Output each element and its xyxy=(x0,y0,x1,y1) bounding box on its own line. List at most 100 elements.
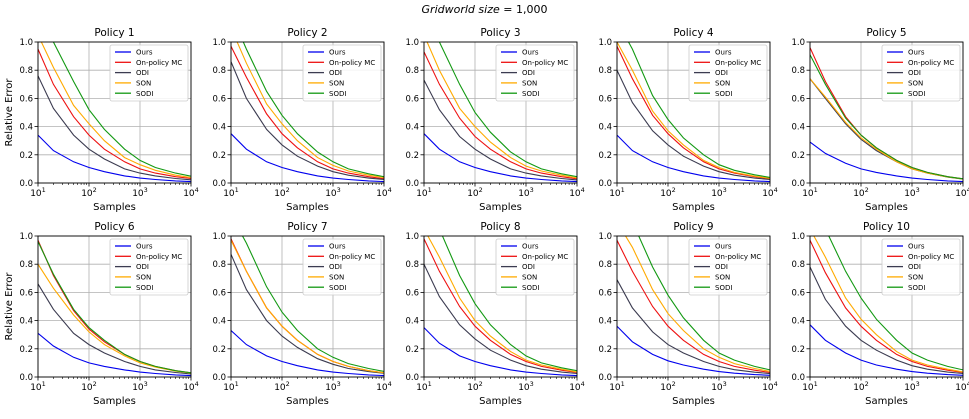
x-tick-exponent: 4 xyxy=(967,186,969,194)
x-tick-label: 102 xyxy=(853,380,869,393)
x-tick-label: 103 xyxy=(711,380,727,393)
x-tick-label: 104 xyxy=(376,186,392,199)
series-line-son xyxy=(624,236,770,372)
x-tick-base: 10 xyxy=(904,189,916,199)
x-tick-label: 102 xyxy=(81,380,97,393)
series-line-sodi xyxy=(38,241,191,374)
y-tick-label: 0.6 xyxy=(405,94,419,104)
legend: Ours On-policy MC ODI SON SODI xyxy=(302,238,382,296)
y-tick-label: 0.0 xyxy=(791,373,805,383)
x-tick-label: 102 xyxy=(660,380,676,393)
x-axis-label: Samples xyxy=(865,202,908,213)
x-axis-label: Samples xyxy=(286,202,329,213)
x-tick-base: 10 xyxy=(223,189,235,199)
series-line-ours xyxy=(231,133,384,183)
x-tick-exponent: 3 xyxy=(144,186,148,194)
series-line-odi xyxy=(38,283,191,375)
series-line-sodi xyxy=(828,236,963,371)
series-line-sodi xyxy=(52,42,191,177)
x-tick-base: 10 xyxy=(762,383,774,393)
x-tick-exponent: 1 xyxy=(42,186,46,194)
subplot-title: Policy 6 xyxy=(94,221,135,233)
x-tick-exponent: 1 xyxy=(235,186,239,194)
x-tick-base: 10 xyxy=(325,383,337,393)
x-tick-exponent: 4 xyxy=(388,186,392,194)
y-tick-label: 0.8 xyxy=(598,260,612,270)
legend: Ours On-policy MC ODI SON SODI xyxy=(881,238,961,296)
series-line-odi xyxy=(810,266,963,375)
legend-box xyxy=(495,44,575,102)
y-tick-label: 0.0 xyxy=(598,373,612,383)
legend-entry: On-policy MC xyxy=(715,59,761,67)
legend-entry: SON xyxy=(522,274,537,282)
subplot-title: Policy 5 xyxy=(866,27,906,39)
y-tick-label: 0.0 xyxy=(598,179,612,189)
x-tick-base: 10 xyxy=(132,383,144,393)
legend-box xyxy=(109,44,189,102)
series-line-sodi xyxy=(438,42,577,178)
series-line-odi xyxy=(617,69,770,181)
legend-entry: Ours xyxy=(329,49,346,57)
x-tick-base: 10 xyxy=(569,189,581,199)
legend-entry: ODI xyxy=(329,263,342,271)
legend-entry: Ours xyxy=(715,49,732,57)
axes-frame xyxy=(616,235,771,378)
x-tick-label: 101 xyxy=(609,186,625,199)
legend-entry: SON xyxy=(329,274,344,282)
x-tick-label: 103 xyxy=(325,186,341,199)
x-tick-base: 10 xyxy=(711,383,723,393)
legend-entry: On-policy MC xyxy=(329,59,375,67)
x-tick-exponent: 3 xyxy=(144,380,148,388)
x-tick-exponent: 3 xyxy=(530,186,534,194)
series-line-on-policy-mc xyxy=(424,238,577,374)
x-tick-label: 102 xyxy=(274,380,290,393)
subplot-title: Policy 1 xyxy=(94,27,134,39)
legend-entry: ODI xyxy=(715,263,728,271)
y-tick-label: 0.0 xyxy=(212,373,226,383)
axes-frame xyxy=(423,41,578,184)
y-tick-label: 0.2 xyxy=(212,151,226,161)
y-axis-label: Relative Error xyxy=(4,78,15,147)
x-tick-label: 103 xyxy=(904,380,920,393)
legend-entry: On-policy MC xyxy=(522,59,568,67)
legend-box xyxy=(302,44,382,102)
y-tick-label: 1.0 xyxy=(19,38,33,48)
legend: Ours On-policy MC ODI SON SODI xyxy=(109,238,189,296)
x-axis-label: Samples xyxy=(672,396,715,407)
x-tick-base: 10 xyxy=(569,383,581,393)
x-tick-label: 101 xyxy=(30,186,46,199)
y-tick-label: 0.6 xyxy=(791,288,805,298)
x-tick-exponent: 2 xyxy=(479,380,483,388)
x-tick-label: 104 xyxy=(762,186,778,199)
x-tick-exponent: 3 xyxy=(916,380,920,388)
series-line-odi xyxy=(38,75,191,181)
series-line-odi xyxy=(231,61,384,181)
x-tick-label: 104 xyxy=(376,380,392,393)
x-tick-base: 10 xyxy=(467,383,479,393)
y-tick-label: 0.4 xyxy=(19,317,33,327)
subplot-title: Policy 10 xyxy=(863,221,910,233)
x-tick-exponent: 4 xyxy=(195,380,199,388)
y-tick-label: 1.0 xyxy=(791,232,805,242)
x-tick-label: 102 xyxy=(274,186,290,199)
legend-box xyxy=(688,238,768,296)
legend-entry: SON xyxy=(715,80,730,88)
x-tick-exponent: 4 xyxy=(774,380,778,388)
series-line-ours xyxy=(810,141,963,183)
x-tick-base: 10 xyxy=(711,189,723,199)
x-tick-base: 10 xyxy=(955,383,967,393)
y-tick-label: 0.6 xyxy=(598,94,612,104)
legend-entry: Ours xyxy=(522,49,539,57)
legend-entry: Ours xyxy=(715,243,732,251)
x-axis-label: Samples xyxy=(93,202,136,213)
series-line-ours xyxy=(231,330,384,377)
legend-entry: ODI xyxy=(136,263,149,271)
subplot-title: Policy 2 xyxy=(287,27,327,39)
series-line-ours xyxy=(38,332,191,377)
x-tick-label: 103 xyxy=(904,186,920,199)
legend-entry: SON xyxy=(908,80,923,88)
x-tick-exponent: 2 xyxy=(93,380,97,388)
subplot-title: Policy 3 xyxy=(480,27,520,39)
